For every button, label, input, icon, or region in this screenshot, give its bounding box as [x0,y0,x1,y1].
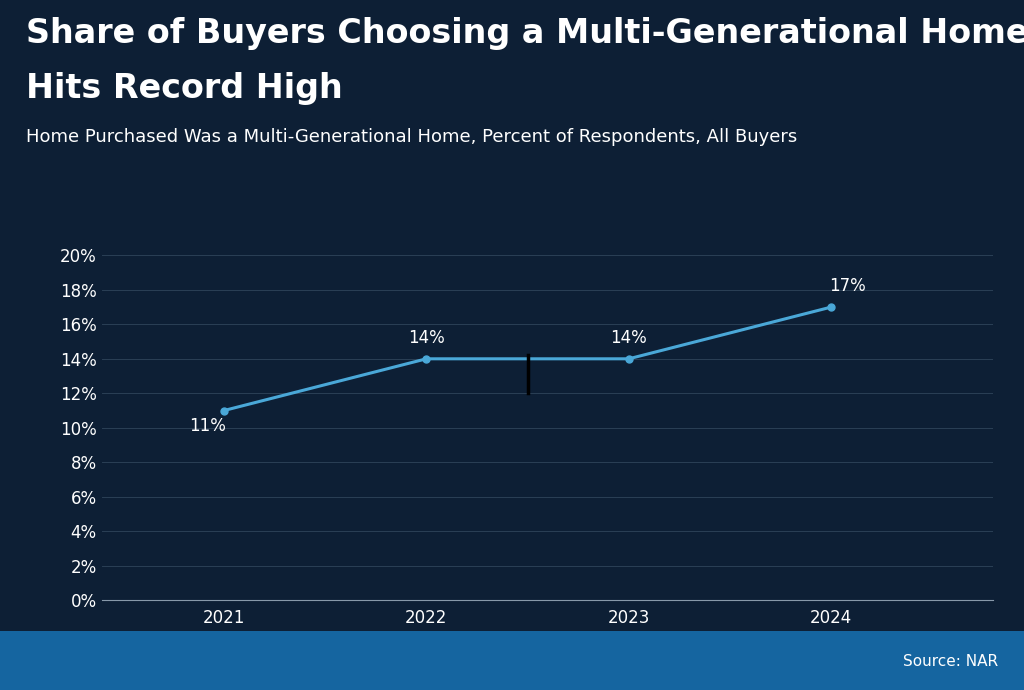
Text: Source: NAR: Source: NAR [903,653,998,669]
Text: 14%: 14% [408,328,444,346]
Text: Share of Buyers Choosing a Multi-Generational Home: Share of Buyers Choosing a Multi-Generat… [26,17,1024,50]
Text: 11%: 11% [189,417,226,435]
Text: 14%: 14% [610,328,647,346]
Text: 17%: 17% [829,277,866,295]
Text: Home Purchased Was a Multi-Generational Home, Percent of Respondents, All Buyers: Home Purchased Was a Multi-Generational … [26,128,797,146]
Text: Hits Record High: Hits Record High [26,72,342,106]
